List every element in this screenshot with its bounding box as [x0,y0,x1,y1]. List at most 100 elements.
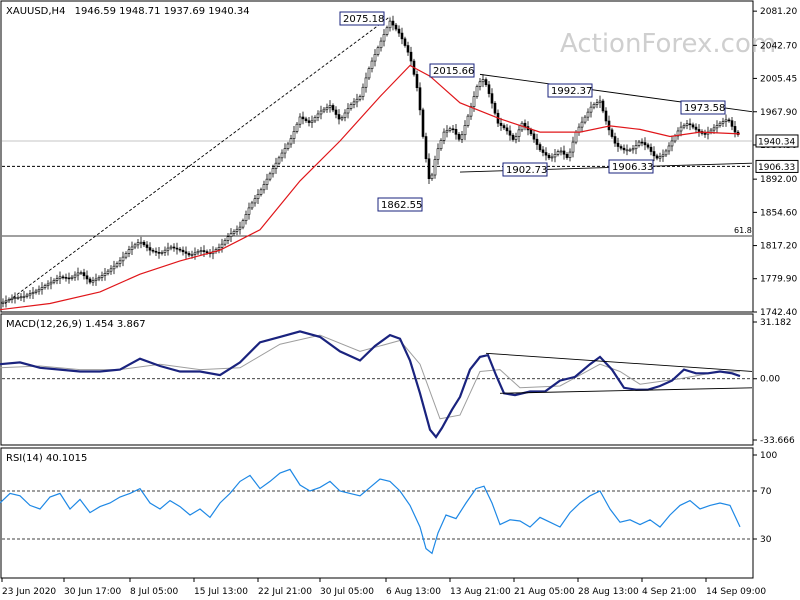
candle-body [442,131,446,141]
candle-body [544,152,548,156]
candle-body [622,147,626,151]
candle-body [319,110,323,115]
price-tick-label: 2005.45 [760,74,797,84]
price-annotation-box [429,63,475,78]
candle-body [724,119,728,122]
candle-body [124,253,128,258]
candle-body [244,214,248,222]
x-tick-label: 22 Jul 21:00 [258,587,312,597]
candle-body [481,79,485,83]
candle-body [586,111,590,118]
price-annotation-label: 1992.37 [551,86,592,97]
candle-body [340,117,344,120]
x-tick-label: 23 Jun 2020 [2,587,56,597]
price-annotation-box [608,159,654,174]
candle-body [361,86,365,97]
candle-body [391,20,395,26]
candle-body [547,154,551,159]
price-annotation-label: 1862.55 [381,200,422,211]
candle-body [397,28,401,34]
candle-body [493,102,497,114]
candle-body [67,277,71,280]
candle-body [40,287,44,290]
candle-body [400,32,404,40]
candle-body [316,113,320,118]
candle-body [349,104,353,109]
candle-body [121,256,125,262]
macd-title: MACD(12,26,9) 1.454 3.867 [6,319,146,330]
candle-body [601,100,605,112]
candle-body [322,108,326,112]
candle-body [148,247,152,251]
candle-body [154,250,158,253]
candle-body [118,260,122,264]
candle-body [109,268,113,272]
candle-body [571,141,575,153]
candle-body [226,236,230,241]
candle-body [472,96,476,107]
support-level-tag-box [755,159,799,173]
candle-body [145,244,149,248]
candle-body [670,140,674,147]
macd-lines [0,330,753,439]
candle-body [649,146,653,152]
candle-body [343,112,347,118]
candle-body [76,272,80,276]
candle-body [337,114,341,120]
candle-body [277,157,281,164]
candle-body [130,246,134,250]
candle-body [217,247,221,250]
candle-body [151,249,155,252]
candle-body [691,124,695,128]
candle-body [439,140,443,150]
candle-body [688,123,692,126]
macd-trendline [499,387,753,394]
candle-body [79,272,83,274]
candle-body [610,129,614,137]
candle-body [58,276,62,279]
candle-body [697,129,701,132]
candle-body [103,272,107,276]
candle-body [460,134,464,140]
candle-body [64,277,68,279]
candle-body [355,98,359,103]
candle-body [694,126,698,130]
candle-body [283,148,287,154]
price-tick-label: 1742.40 [760,308,797,318]
candle-body [175,247,179,250]
candle-body [199,250,203,252]
candle-body [19,296,23,299]
candle-body [82,272,86,277]
x-axis: 23 Jun 2020 30 Jun 17:00 8 Jul 05:00 15 Jul… [1,578,766,597]
price-tick-label: 1854.60 [760,208,797,218]
x-tick-label: 6 Aug 13:00 [386,587,441,597]
candle-body [49,281,53,285]
macd-tick-label: 0.00 [760,375,780,385]
moving-average-line [0,64,741,311]
candle-body [613,136,617,144]
candle-body [247,207,251,215]
candle-body [634,145,638,150]
candle-body [487,84,491,94]
candle-body [241,220,245,228]
candle-body [550,156,554,159]
candle-body [511,134,515,140]
candle-body [52,280,56,283]
candle-body [721,121,725,124]
candle-body [685,123,689,126]
candle-body [172,246,176,249]
candle-body [583,116,587,123]
candle-body [193,252,197,255]
candle-body [466,115,470,126]
candle-body [532,133,536,140]
macd-panel-frame [0,313,754,446]
candle-body [157,252,161,254]
candle-body [97,277,101,280]
candle-body [37,288,41,292]
price-annotation-box [547,83,593,98]
last-price-tag: 1940.34 [758,137,795,147]
macd-y-axis: 31.182 0.00 -33.666 [753,318,795,446]
price-annotation-label: 2075.18 [343,14,384,25]
x-tick-label: 15 Jul 13:00 [194,587,248,597]
candle-body [559,150,563,153]
